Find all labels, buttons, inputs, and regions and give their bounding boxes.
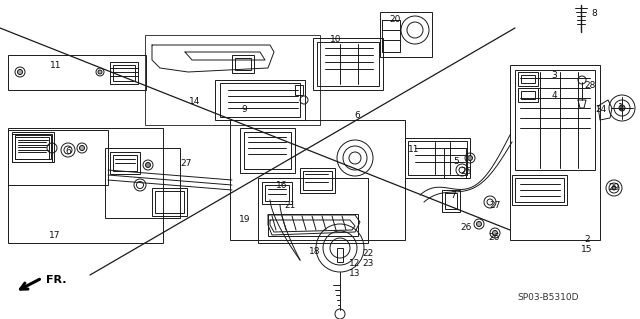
- Bar: [512, 175, 567, 205]
- Bar: [15, 137, 49, 159]
- Text: 12: 12: [349, 259, 361, 269]
- Bar: [265, 185, 289, 201]
- Circle shape: [145, 162, 150, 167]
- Text: 23: 23: [362, 258, 374, 268]
- Text: 15: 15: [581, 246, 593, 255]
- Circle shape: [493, 231, 497, 235]
- Text: 1: 1: [618, 103, 624, 113]
- Bar: [8, 130, 108, 185]
- Bar: [405, 138, 470, 178]
- Text: 10: 10: [330, 35, 342, 44]
- Bar: [408, 141, 467, 175]
- Bar: [445, 193, 457, 209]
- Bar: [300, 168, 335, 193]
- Bar: [262, 182, 292, 204]
- Text: SP03-B5310D: SP03-B5310D: [517, 293, 579, 302]
- Bar: [268, 214, 358, 236]
- Bar: [521, 75, 535, 83]
- Text: 9: 9: [241, 106, 247, 115]
- Text: 2: 2: [584, 235, 590, 244]
- Circle shape: [98, 70, 102, 74]
- Text: 4: 4: [551, 92, 557, 100]
- Text: 19: 19: [239, 216, 251, 225]
- Circle shape: [467, 155, 472, 160]
- Bar: [518, 88, 538, 102]
- Text: 20: 20: [389, 16, 401, 25]
- Bar: [110, 152, 140, 174]
- Text: 28: 28: [584, 80, 596, 90]
- Text: 8: 8: [591, 10, 597, 19]
- Text: 22: 22: [362, 249, 374, 257]
- Bar: [220, 83, 300, 117]
- Text: 7: 7: [450, 190, 456, 199]
- Bar: [518, 72, 538, 86]
- Bar: [317, 42, 379, 86]
- Bar: [510, 65, 600, 240]
- Bar: [105, 148, 180, 218]
- Bar: [515, 178, 564, 202]
- Text: 3: 3: [551, 70, 557, 79]
- Text: FR.: FR.: [45, 275, 67, 285]
- Bar: [258, 178, 368, 243]
- Bar: [380, 12, 432, 57]
- Circle shape: [619, 105, 625, 111]
- Bar: [12, 132, 54, 162]
- Bar: [515, 70, 595, 170]
- Circle shape: [17, 70, 22, 75]
- Bar: [303, 171, 332, 190]
- Text: 29: 29: [608, 183, 620, 192]
- Text: 6: 6: [354, 110, 360, 120]
- Bar: [145, 35, 320, 125]
- Bar: [215, 80, 305, 120]
- Bar: [295, 85, 303, 95]
- Bar: [155, 191, 184, 213]
- Bar: [313, 38, 383, 90]
- Text: 21: 21: [284, 201, 296, 210]
- Bar: [337, 248, 343, 262]
- Bar: [521, 91, 535, 99]
- Bar: [8, 55, 146, 90]
- Bar: [442, 190, 460, 212]
- Bar: [12, 134, 52, 162]
- Bar: [15, 135, 51, 159]
- Circle shape: [612, 186, 616, 190]
- Bar: [232, 55, 254, 73]
- Circle shape: [79, 145, 84, 151]
- Text: 17: 17: [49, 231, 61, 240]
- Bar: [235, 58, 251, 70]
- Bar: [152, 188, 187, 216]
- Bar: [8, 128, 163, 243]
- Text: 11: 11: [408, 145, 420, 154]
- Circle shape: [477, 221, 481, 226]
- Text: 26: 26: [460, 224, 472, 233]
- Bar: [230, 120, 405, 240]
- Bar: [444, 148, 466, 178]
- Text: 16: 16: [276, 181, 288, 189]
- Bar: [244, 132, 291, 169]
- Text: 14: 14: [189, 98, 201, 107]
- Text: 27: 27: [180, 159, 192, 167]
- Text: 5: 5: [453, 158, 459, 167]
- Text: 26: 26: [488, 233, 500, 241]
- Bar: [113, 65, 135, 81]
- Text: 11: 11: [51, 61, 61, 70]
- Text: 6: 6: [65, 147, 71, 157]
- Bar: [113, 155, 137, 171]
- Bar: [240, 128, 295, 173]
- Text: 27: 27: [490, 201, 500, 210]
- Bar: [110, 62, 138, 84]
- Text: 18: 18: [309, 248, 321, 256]
- Text: 13: 13: [349, 270, 361, 278]
- Text: 24: 24: [595, 106, 607, 115]
- Text: 25: 25: [460, 167, 472, 176]
